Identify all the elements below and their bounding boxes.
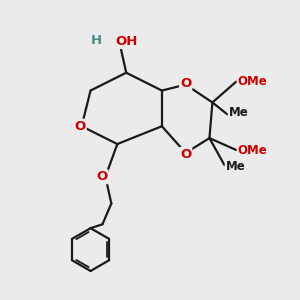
Text: O: O <box>96 170 107 183</box>
Text: OH: OH <box>115 35 137 48</box>
Text: OMe: OMe <box>238 75 267 88</box>
Text: O: O <box>180 148 191 161</box>
Text: O: O <box>180 76 191 90</box>
Text: O: O <box>74 120 86 133</box>
Text: H: H <box>91 34 102 46</box>
Text: OMe: OMe <box>238 143 267 157</box>
Text: Me: Me <box>226 160 245 173</box>
Text: Me: Me <box>229 106 248 119</box>
